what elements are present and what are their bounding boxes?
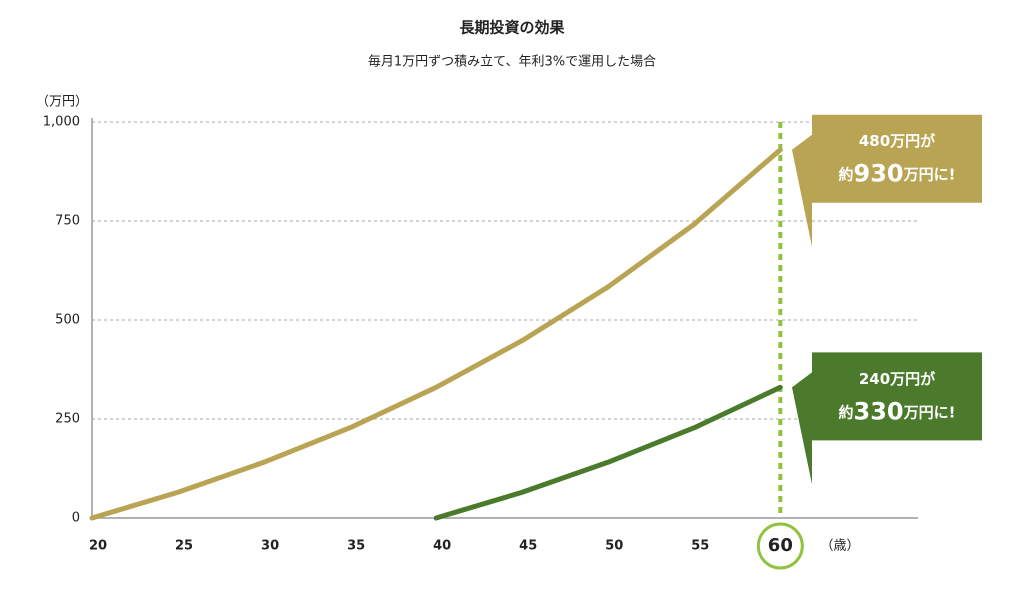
callout-prefix: 約 (839, 403, 854, 421)
callout-line1: 480万円が (859, 132, 936, 150)
y-tick-label: 500 (55, 313, 80, 328)
y-tick-label: 1,000 (43, 115, 80, 130)
y-tick-label: 250 (55, 412, 80, 427)
callout-amount: 330 (854, 397, 904, 425)
callout-box (792, 114, 982, 247)
callout-amount: 930 (854, 160, 904, 188)
x-tick-label: 30 (261, 539, 279, 554)
x-tick-label: 40 (433, 539, 451, 554)
x-tick-label: 20 (89, 539, 107, 554)
callout-prefix: 約 (839, 165, 854, 183)
callout-suffix: 万円に! (903, 403, 956, 421)
chart-title: 長期投資の効果 (459, 19, 565, 37)
x-tick-label: 60 (768, 535, 793, 556)
callout-box (792, 352, 982, 485)
x-tick-label: 45 (519, 539, 537, 554)
x-tick-label: 50 (605, 539, 623, 554)
x-tick-label: 55 (691, 539, 709, 554)
y-axis-unit: （万円） (36, 95, 88, 110)
y-tick-label: 750 (55, 214, 80, 229)
x-tick-label: 25 (175, 539, 193, 554)
callout-line1: 240万円が (859, 370, 936, 388)
x-tick-label: 35 (347, 539, 365, 554)
callout-line2: 約930万円に! (839, 160, 956, 188)
x-axis-unit: （歳） (820, 539, 859, 554)
chart-subtitle: 毎月1万円ずつ積み立て、年利3%で運用した場合 (368, 54, 656, 70)
series-line (433, 384, 783, 521)
x-tick-highlight (756, 522, 804, 570)
callout-line2: 約330万円に! (839, 397, 956, 425)
series-line (89, 147, 783, 521)
y-tick-label: 0 (72, 511, 80, 526)
callout-suffix: 万円に! (903, 165, 956, 183)
